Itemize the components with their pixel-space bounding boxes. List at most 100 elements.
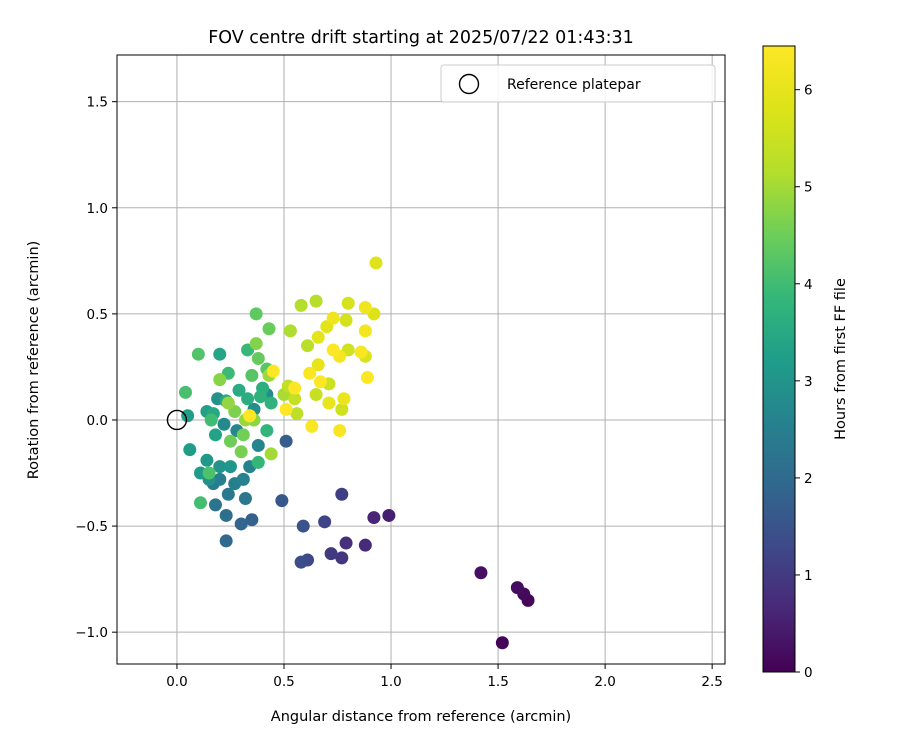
y-axis-ticks: −1.0 −0.5 0.0 0.5 1.0 1.5 — [75, 95, 117, 641]
scatter-point — [313, 375, 327, 389]
colorbar-tick-label: 3 — [804, 374, 813, 390]
colorbar-tick-label: 0 — [804, 665, 813, 681]
scatter-point — [232, 383, 246, 397]
scatter-point — [238, 491, 252, 505]
x-tick-label: 0.0 — [166, 674, 187, 690]
scatter-point — [219, 508, 233, 522]
scatter-point — [264, 447, 278, 461]
scatter-point — [249, 307, 263, 321]
x-axis-ticks: 0.0 0.5 1.0 1.5 2.0 2.5 — [166, 664, 723, 690]
scatter-point — [217, 417, 231, 431]
scatter-point — [234, 445, 248, 459]
scatter-point — [243, 409, 257, 423]
legend-box — [440, 64, 716, 103]
scatter-point — [200, 453, 214, 467]
scatter-point — [510, 581, 524, 595]
scatter-point — [474, 566, 488, 580]
scatter-point — [301, 339, 315, 353]
scatter-point — [279, 402, 293, 416]
scatter-point — [288, 392, 302, 406]
scatter-point — [335, 487, 349, 501]
scatter-point — [223, 460, 237, 474]
scatter-point — [241, 392, 255, 406]
scatter-point — [318, 515, 332, 529]
scatter-point — [279, 434, 293, 448]
reference-platepar-marker — [166, 409, 188, 431]
scatter-points — [179, 256, 535, 650]
scatter-point — [337, 392, 351, 406]
scatter-point — [251, 351, 265, 365]
scatter-point — [181, 409, 195, 423]
colorbar-tick-label: 6 — [804, 83, 813, 99]
scatter-point — [251, 438, 265, 452]
legend: Reference platepar — [440, 64, 716, 103]
legend-marker — [458, 73, 480, 95]
scatter-point — [183, 443, 197, 457]
scatter-point — [335, 551, 349, 565]
scatter-point — [358, 324, 372, 338]
scatter-point — [303, 366, 317, 380]
colorbar: 0 1 2 3 4 5 6 Hours from first FF file — [762, 45, 849, 681]
scatter-point — [358, 301, 372, 315]
x-tick-label: 2.5 — [701, 674, 722, 690]
scatter-point — [367, 511, 381, 525]
chart-title: FOV centre drift starting at 2025/07/22 … — [208, 28, 634, 48]
scatter-point — [262, 322, 276, 336]
colorbar-ticks: 0 1 2 3 4 5 6 — [795, 83, 813, 681]
x-tick-label: 0.5 — [273, 674, 294, 690]
scatter-point — [213, 460, 227, 474]
plot-frame — [116, 54, 726, 665]
y-tick-label: 0.0 — [87, 413, 108, 429]
x-tick-label: 2.0 — [594, 674, 615, 690]
x-tick-label: 1.0 — [380, 674, 401, 690]
scatter-point — [495, 636, 509, 650]
scatter-point — [294, 298, 308, 312]
scatter-point — [208, 498, 222, 512]
scatter-point — [354, 345, 368, 359]
scatter-point — [339, 536, 353, 550]
y-tick-label: 0.5 — [87, 307, 108, 323]
y-tick-label: −0.5 — [75, 519, 108, 535]
grid-lines — [117, 55, 725, 664]
y-tick-label: 1.5 — [87, 95, 108, 111]
scatter-point — [245, 368, 259, 382]
colorbar-label: Hours from first FF file — [833, 278, 849, 440]
colorbar-gradient — [762, 45, 796, 673]
scatter-point — [311, 358, 325, 372]
scatter-point — [311, 330, 325, 344]
y-tick-label: 1.0 — [87, 201, 108, 217]
x-tick-label: 1.5 — [487, 674, 508, 690]
scatter-point — [179, 385, 193, 399]
scatter-point — [193, 496, 207, 510]
scatter-point — [260, 424, 274, 438]
scatter-point — [219, 534, 233, 548]
scatter-point — [294, 555, 308, 569]
scatter-point — [309, 388, 323, 402]
colorbar-tick-label: 4 — [804, 277, 813, 293]
scatter-point — [236, 472, 250, 486]
colorbar-tick-label: 2 — [804, 471, 813, 487]
scatter-point — [191, 347, 205, 361]
scatter-point — [324, 547, 338, 561]
scatter-point — [326, 311, 340, 325]
scatter-point — [213, 347, 227, 361]
scatter-point — [221, 396, 235, 410]
scatter-point — [341, 296, 355, 310]
scatter-point — [264, 396, 278, 410]
scatter-point — [309, 294, 323, 308]
scatter-point — [305, 419, 319, 433]
scatter-point — [208, 428, 222, 442]
scatter-point — [221, 487, 235, 501]
scatter-point — [236, 428, 250, 442]
scatter-point — [283, 324, 297, 338]
scatter-point — [326, 343, 340, 357]
y-tick-label: −1.0 — [75, 625, 108, 641]
scatter-point — [204, 413, 218, 427]
scatter-point — [335, 402, 349, 416]
colorbar-tick-label: 5 — [804, 180, 813, 196]
scatter-point — [251, 455, 265, 469]
scatter-point — [253, 390, 267, 404]
scatter-point — [358, 538, 372, 552]
scatter-point — [382, 508, 396, 522]
